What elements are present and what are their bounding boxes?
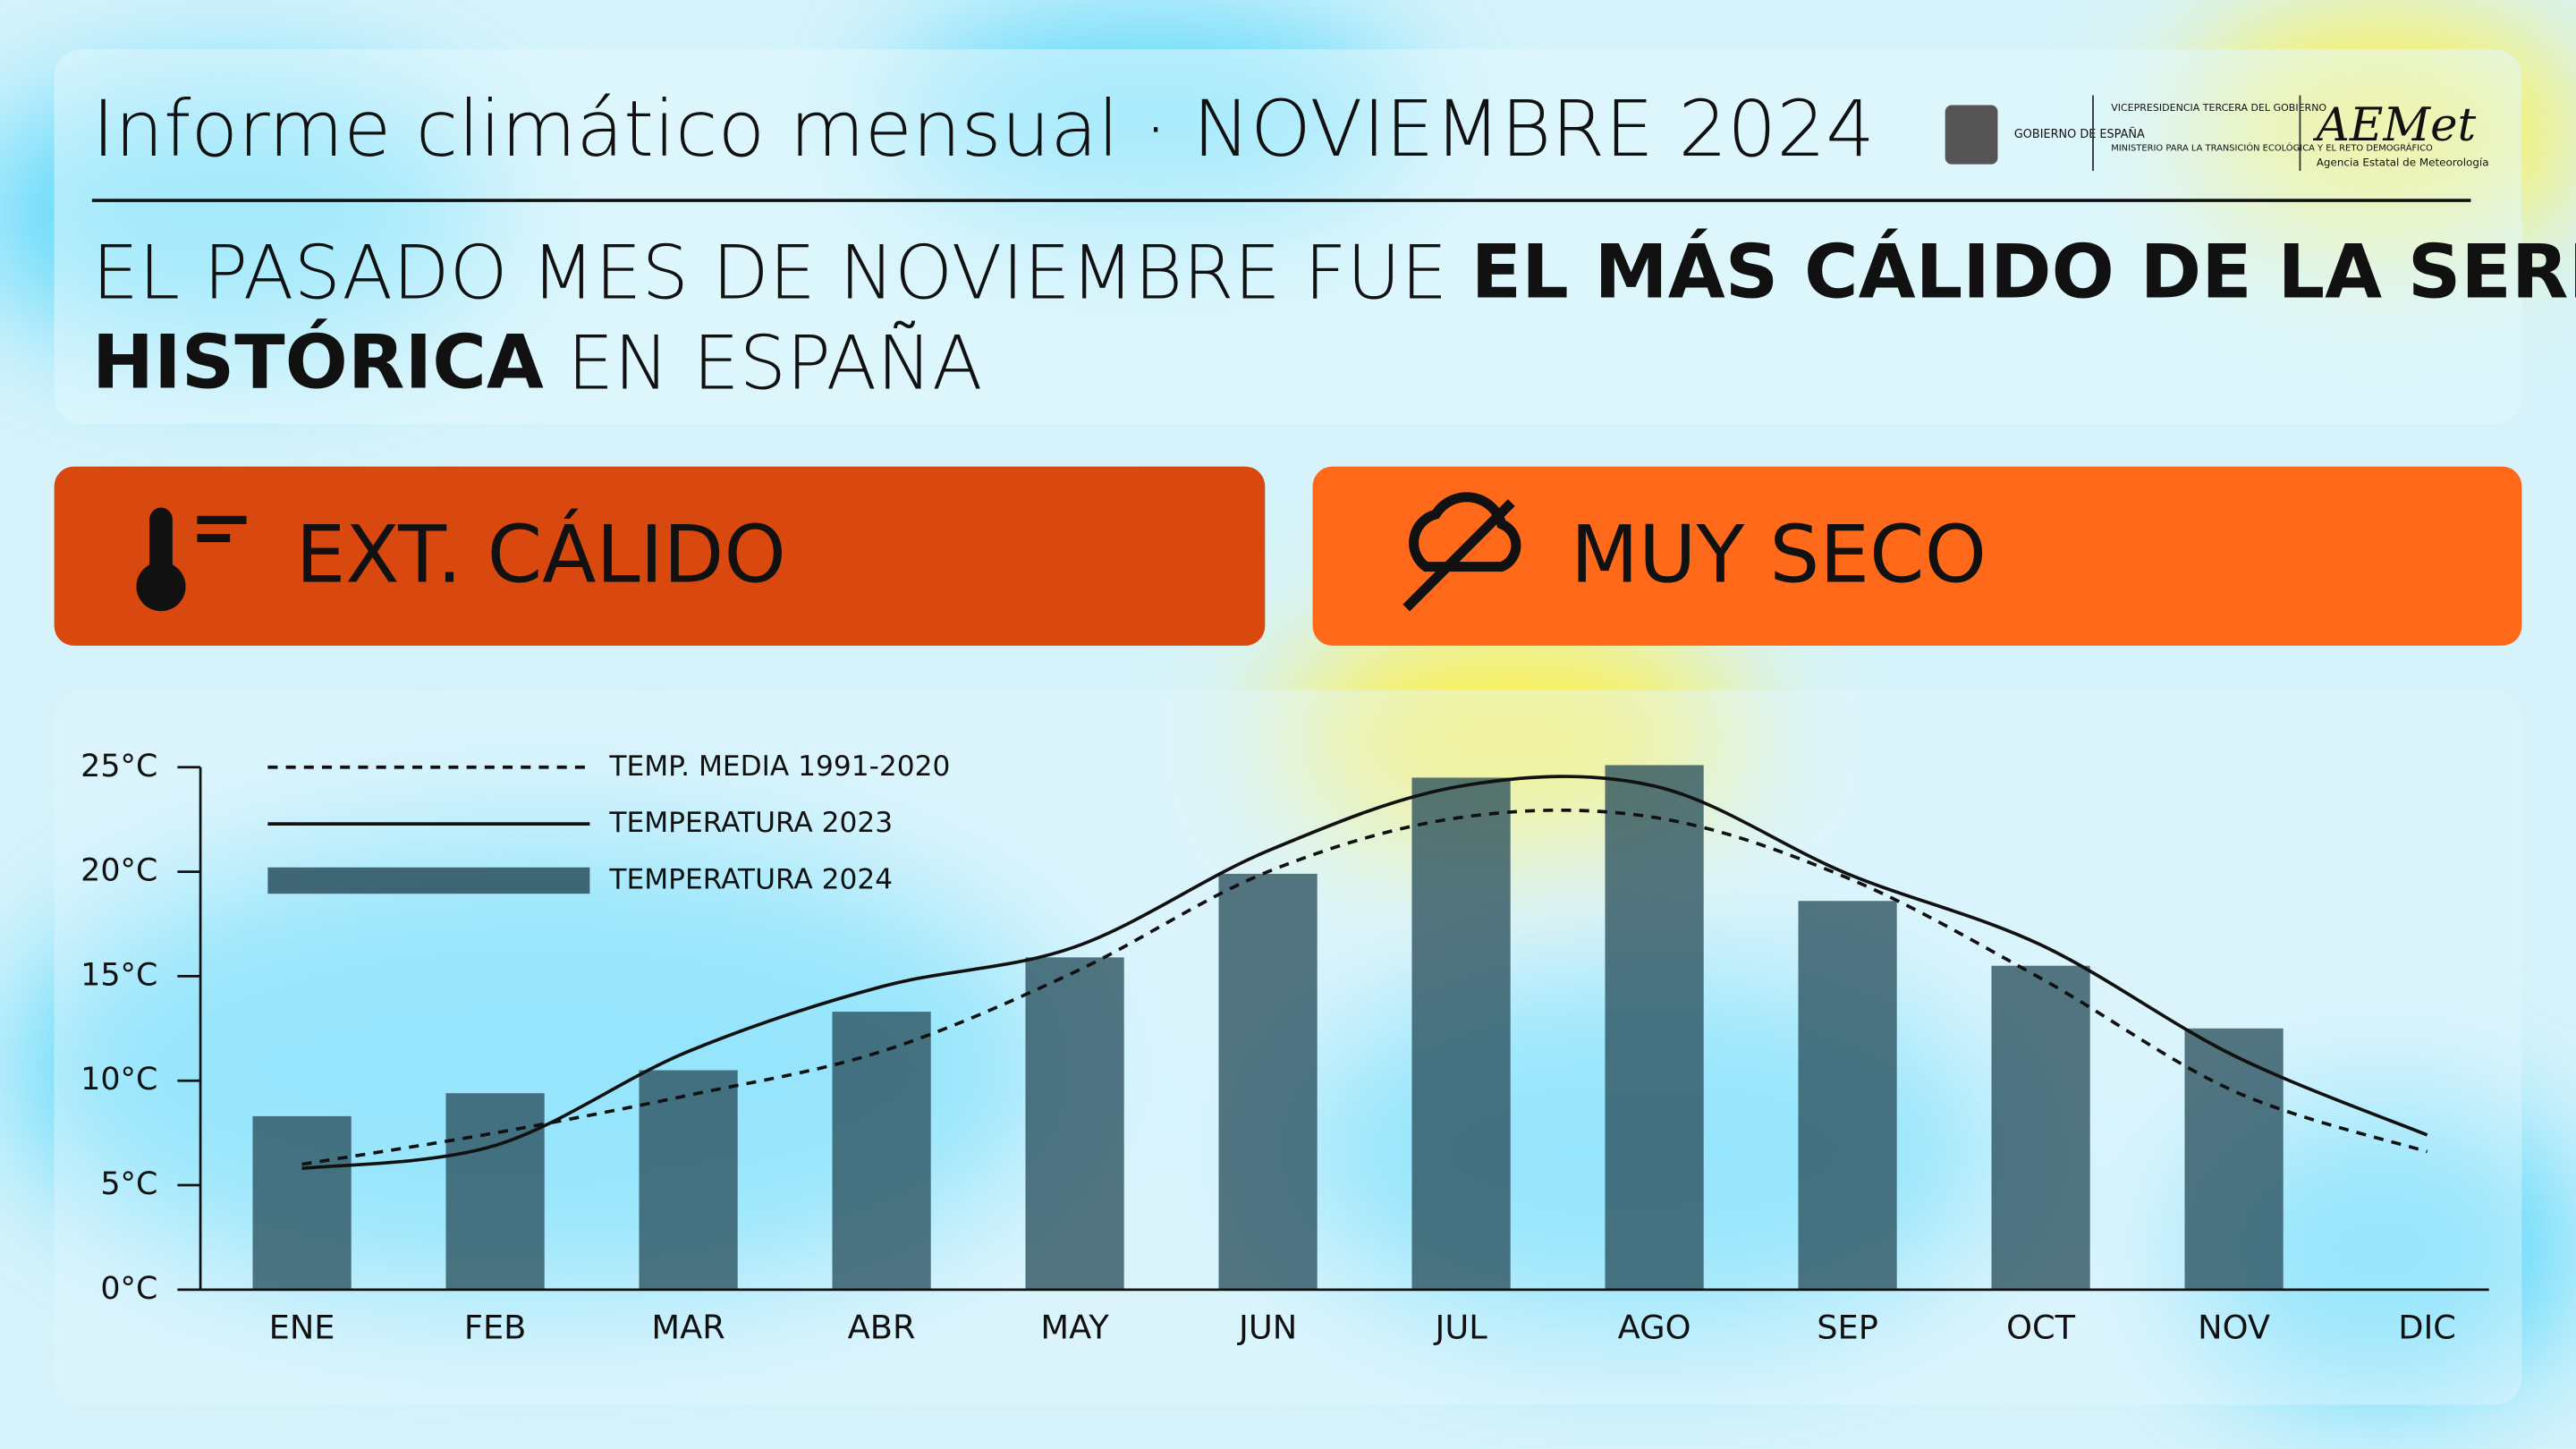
legend-label: TEMP. MEDIA 1991-2020 — [608, 750, 950, 783]
y-tick-label: 0°C — [100, 1271, 157, 1307]
headline-bold: HISTÓRICA — [92, 319, 544, 406]
line — [301, 808, 2428, 1166]
bar — [1991, 965, 2090, 1290]
line — [301, 775, 2428, 1171]
highlight-label: EXT. CÁLIDO — [296, 508, 786, 601]
x-tick-label: SEP — [1817, 1308, 1878, 1346]
thermometer-icon — [136, 507, 247, 612]
headline: HISTÓRICA EN ESPAÑA — [92, 319, 983, 406]
headline-part: EN ESPAÑA — [544, 320, 983, 406]
x-tick-label: OCT — [2006, 1308, 2076, 1346]
bar — [445, 1093, 545, 1290]
logo-text: Agencia Estatal de Meteorología — [2317, 156, 2489, 168]
bar — [1218, 873, 1318, 1290]
x-tick-label: NOV — [2198, 1308, 2270, 1346]
bar — [1798, 901, 1897, 1290]
bar — [832, 1012, 931, 1290]
y-tick-label: 5°C — [100, 1166, 157, 1202]
bar — [1605, 765, 1704, 1290]
header-panel — [54, 49, 2522, 424]
bar — [2184, 1028, 2284, 1290]
x-tick-label: AGO — [1618, 1308, 1691, 1346]
coat-of-arms — [1945, 105, 1998, 165]
chart: 0°C 5°C 10°C 15°C 20°C 25°C ENE FEB MAR ABR MAY JUN… — [80, 749, 2489, 1346]
logo-text: VICEPRESIDENCIA TERCERA DEL GOBIERNO — [2111, 102, 2326, 114]
temperature-box — [54, 466, 1266, 646]
x-tick-label: DIC — [2398, 1308, 2456, 1346]
dry-icon — [1402, 492, 1521, 612]
x-tick-label: FEB — [464, 1308, 527, 1346]
bar — [1411, 777, 1511, 1290]
legend-label: TEMPERATURA 2023 — [608, 807, 893, 839]
aemet-logo: AEMet — [2313, 98, 2477, 152]
logos: GOBIERNO DE ESPAÑA VICEPRESIDENCIA TERCE… — [1945, 95, 2489, 172]
precipitation-box — [1312, 466, 2522, 646]
x-tick-label: JUL — [1434, 1308, 1488, 1346]
highlight-label: MUY SECO — [1571, 509, 1987, 601]
bar — [639, 1070, 738, 1290]
title: Informe climático mensual · NOVIEMBRE 20… — [92, 85, 1875, 174]
y-tick-label: 20°C — [80, 853, 157, 889]
y-tick-label: 10°C — [80, 1062, 157, 1097]
headline-bold: EL MÁS CÁLIDO DE LA SERIE — [1471, 229, 2576, 316]
y-tick-label: 15°C — [80, 957, 157, 993]
logo-text: MINISTERIO PARA LA TRANSICIÓN ECOLÓGICA … — [2111, 141, 2433, 153]
x-tick-label: JUN — [1237, 1308, 1297, 1346]
headline-part: EL PASADO MES DE NOVIEMBRE FUE — [92, 230, 1471, 316]
headline: EL PASADO MES DE NOVIEMBRE FUE EL MÁS CÁ… — [92, 229, 2576, 316]
legend-label: TEMPERATURA 2024 — [608, 863, 893, 895]
x-tick-label: MAY — [1040, 1308, 1109, 1346]
x-tick-label: ABR — [848, 1308, 916, 1346]
legend-swatch — [267, 867, 590, 894]
y-tick-label: 25°C — [80, 749, 157, 784]
x-tick-label: ENE — [269, 1308, 335, 1346]
logo-text: GOBIERNO DE ESPAÑA — [2014, 127, 2145, 141]
bar — [1025, 957, 1124, 1290]
x-tick-label: MAR — [651, 1308, 724, 1346]
bar — [252, 1115, 352, 1290]
